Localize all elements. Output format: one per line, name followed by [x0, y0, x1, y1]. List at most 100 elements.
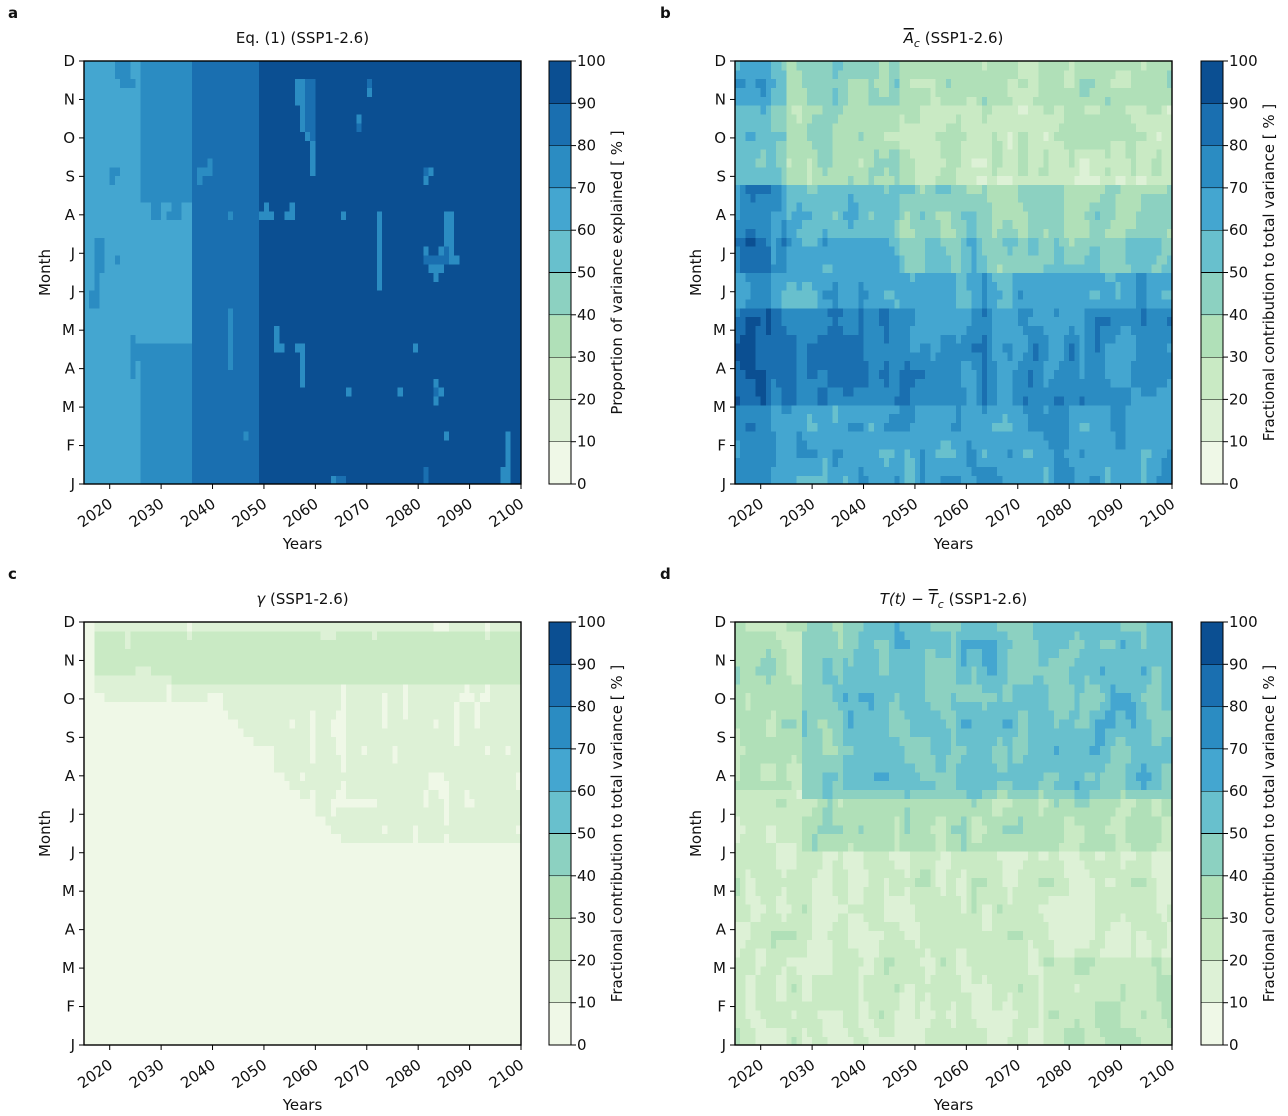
heatmap-cell	[761, 475, 767, 484]
heatmap-cell	[315, 396, 321, 405]
heatmap-cell	[817, 352, 823, 361]
heatmap-cell	[475, 158, 481, 167]
heatmap-cell	[305, 387, 311, 396]
heatmap-cell	[125, 114, 131, 123]
heatmap-cell	[84, 396, 90, 405]
heatmap-cell	[151, 184, 157, 193]
heatmap-cell	[254, 193, 260, 202]
heatmap-cell	[766, 255, 772, 264]
heatmap-cell	[382, 273, 388, 282]
heatmap-cell	[279, 228, 285, 237]
heatmap-cell	[428, 176, 434, 185]
heatmap-cell	[372, 193, 378, 202]
heatmap-cell	[146, 237, 152, 246]
heatmap-cell	[197, 475, 203, 484]
heatmap-cell	[786, 290, 792, 299]
heatmap-cell	[177, 466, 183, 475]
heatmap-cell	[464, 325, 470, 334]
heatmap-cell	[797, 237, 803, 246]
heatmap-cell	[243, 193, 249, 202]
heatmap-cell	[295, 167, 301, 176]
heatmap-cell	[228, 343, 234, 352]
heatmap-cell	[110, 149, 116, 158]
heatmap-cell	[444, 105, 450, 114]
x-tick-label: 2030	[126, 495, 168, 532]
heatmap-cell	[218, 264, 224, 273]
heatmap-cell	[166, 220, 172, 229]
y-axis-label: Month	[36, 249, 54, 296]
heatmap-cell	[115, 79, 121, 88]
heatmap-cell	[756, 308, 762, 317]
heatmap-cell	[434, 475, 440, 484]
heatmap-cell	[786, 405, 792, 414]
heatmap-cell	[377, 176, 383, 185]
heatmap-cell	[464, 237, 470, 246]
heatmap-cell	[243, 255, 249, 264]
heatmap-cell	[218, 361, 224, 370]
heatmap-cell	[223, 361, 229, 370]
heatmap-cell	[243, 378, 249, 387]
heatmap-cell	[464, 96, 470, 105]
heatmap-cell	[346, 96, 352, 105]
heatmap-cell	[279, 237, 285, 246]
heatmap-cell	[372, 290, 378, 299]
heatmap-cell	[161, 273, 167, 282]
heatmap-cell	[269, 167, 275, 176]
heatmap-cell	[408, 299, 414, 308]
heatmap-cell	[372, 334, 378, 343]
heatmap-cell	[233, 369, 239, 378]
heatmap-cell	[99, 176, 105, 185]
heatmap-cell	[202, 255, 208, 264]
heatmap-cell	[807, 96, 813, 105]
heatmap-cell	[351, 158, 357, 167]
heatmap-cell	[367, 475, 373, 484]
heatmap-cell	[94, 361, 100, 370]
heatmap-cell	[207, 378, 213, 387]
heatmap-cell	[259, 387, 265, 396]
heatmap-cell	[182, 158, 188, 167]
heatmap-cell	[500, 475, 506, 484]
heatmap-cell	[243, 87, 249, 96]
heatmap-cell	[470, 308, 476, 317]
heatmap-cell	[470, 440, 476, 449]
heatmap-cell	[300, 343, 306, 352]
heatmap-cell	[310, 414, 316, 423]
heatmap-cell	[269, 149, 275, 158]
heatmap-cell	[326, 105, 332, 114]
heatmap-cell	[500, 87, 506, 96]
heatmap-cell	[392, 158, 398, 167]
heatmap-cell	[218, 281, 224, 290]
heatmap-cell	[151, 317, 157, 326]
heatmap-cell	[218, 140, 224, 149]
heatmap-cell	[485, 193, 491, 202]
heatmap-cell	[249, 273, 255, 282]
heatmap-cell	[279, 96, 285, 105]
heatmap-cell	[444, 237, 450, 246]
heatmap-cell	[766, 140, 772, 149]
heatmap-cell	[351, 405, 357, 414]
heatmap-cell	[351, 114, 357, 123]
heatmap-cell	[367, 343, 373, 352]
heatmap-cell	[228, 334, 234, 343]
heatmap-cell	[817, 211, 823, 220]
heatmap-cell	[182, 167, 188, 176]
heatmap-cell	[264, 87, 270, 96]
heatmap-cell	[300, 158, 306, 167]
heatmap-cell	[135, 140, 141, 149]
heatmap-cell	[264, 317, 270, 326]
heatmap-cell	[418, 228, 424, 237]
heatmap-cell	[218, 317, 224, 326]
heatmap-cell	[807, 176, 813, 185]
heatmap-cell	[279, 422, 285, 431]
heatmap-cell	[403, 70, 409, 79]
heatmap-cell	[192, 396, 198, 405]
heatmap-cell	[464, 132, 470, 141]
heatmap-cell	[356, 325, 362, 334]
heatmap-cell	[797, 149, 803, 158]
heatmap-cell	[125, 458, 131, 467]
y-tick-label: D	[63, 52, 75, 70]
heatmap-cell	[423, 290, 429, 299]
heatmap-cell	[315, 70, 321, 79]
heatmap-cell	[130, 308, 136, 317]
heatmap-cell	[320, 475, 326, 484]
